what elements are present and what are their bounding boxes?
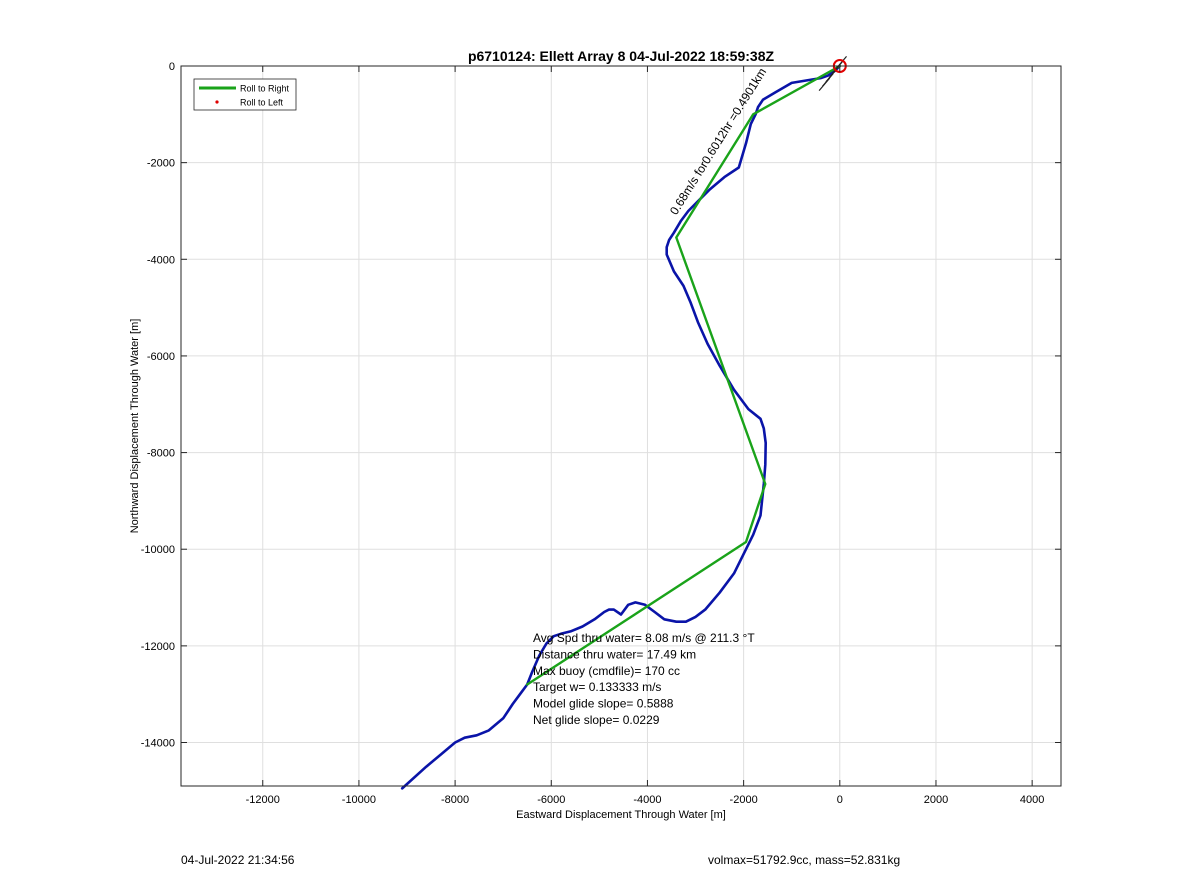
footer-stats: volmax=51792.9cc, mass=52.831kg [708, 853, 901, 867]
y-tick-label: -14000 [141, 738, 175, 750]
y-tick-label: -10000 [141, 544, 175, 556]
y-tick-label: -12000 [141, 641, 175, 653]
legend: Roll to Right Roll to Left [193, 78, 297, 111]
axes-box [180, 65, 1062, 787]
stats-annotations: Avg Spd thru water= 8.08 m/s @ 211.3 °T D… [533, 631, 755, 727]
series-layer [400, 55, 847, 790]
stats-line: Max buoy (cmdfile)= 170 cc [533, 664, 680, 678]
y-tick-label: 0 [169, 61, 175, 73]
legend-label: Roll to Right [240, 84, 290, 94]
stats-line: Avg Spd thru water= 8.08 m/s @ 211.3 °T [533, 631, 755, 645]
x-tick-label: -6000 [537, 794, 565, 806]
stats-line: Model glide slope= 0.5888 [533, 697, 674, 711]
footer-timestamp: 04-Jul-2022 21:34:56 [181, 853, 295, 867]
ticks: -12000 -10000 -8000 -6000 -4000 -2000 0 2000 400… [141, 61, 1061, 806]
stats-line: Distance thru water= 17.49 km [533, 647, 696, 661]
x-axis-label: Eastward Displacement Through Water [m] [516, 809, 726, 821]
grid [181, 65, 1061, 786]
rotated-annotation: 0.68m/s for0.6012hr =0.4901km [667, 65, 769, 217]
origin-clutter-line [818, 77, 831, 92]
stats-line: Target w= 0.133333 m/s [533, 680, 661, 694]
x-tick-label: -12000 [246, 794, 280, 806]
y-tick-label: -4000 [147, 254, 175, 266]
x-tick-label: 4000 [1020, 794, 1044, 806]
y-tick-label: -2000 [147, 158, 175, 170]
stats-line: Net glide slope= 0.0229 [533, 713, 660, 727]
chart: -12000 -10000 -8000 -6000 -4000 -2000 0 2000 400… [129, 48, 1062, 821]
y-tick-label: -8000 [147, 448, 175, 460]
x-tick-label: -8000 [441, 794, 469, 806]
legend-label: Roll to Left [240, 98, 284, 108]
legend-box [193, 78, 297, 111]
chart-title: p6710124: Ellett Array 8 04-Jul-2022 18:… [468, 48, 775, 64]
roll-right-line [526, 64, 841, 686]
x-tick-label: -2000 [730, 794, 758, 806]
x-tick-label: 0 [837, 794, 843, 806]
x-tick-label: -4000 [633, 794, 661, 806]
segment-label: 0.68m/s for0.6012hr =0.4901km [667, 65, 769, 217]
legend-swatch-dot [215, 100, 219, 104]
y-axis-label: Northward Displacement Through Water [m] [129, 319, 141, 534]
track-line [400, 64, 842, 790]
x-tick-label: -10000 [342, 794, 376, 806]
x-tick-label: 2000 [924, 794, 948, 806]
y-tick-label: -6000 [147, 351, 175, 363]
